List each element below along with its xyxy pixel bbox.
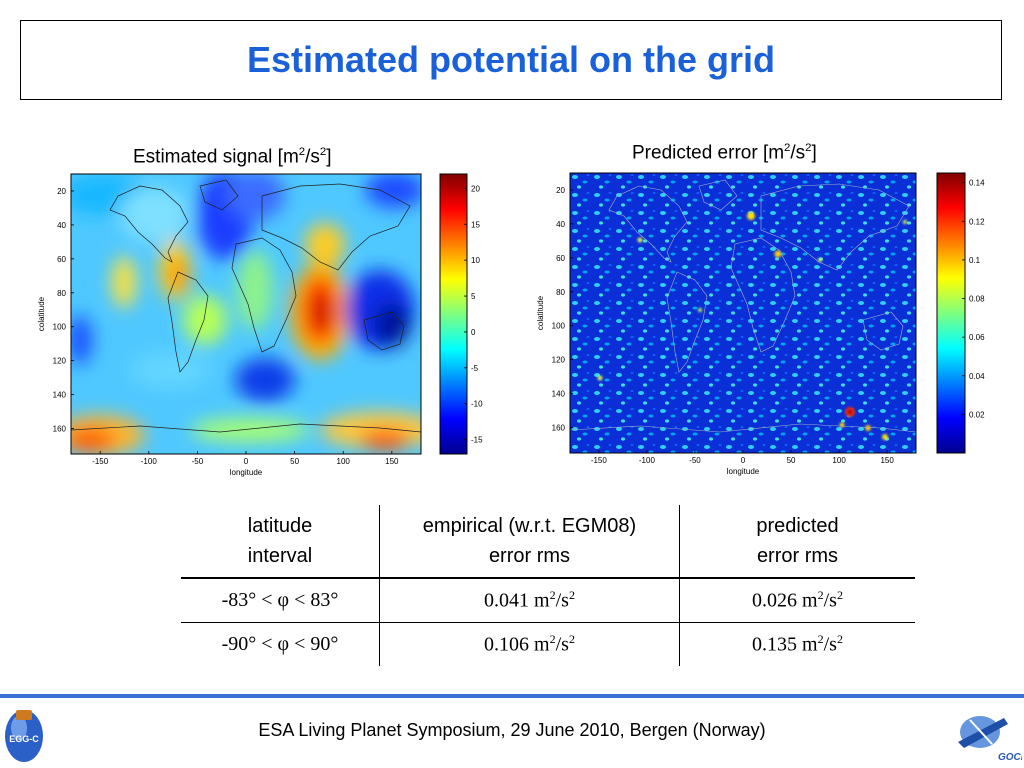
table-header-row: latitude interval empirical (w.r.t. EGM08… bbox=[181, 505, 915, 579]
x-tick-label: -100 bbox=[141, 457, 158, 466]
colorbar-tick-label: 0.02 bbox=[969, 410, 985, 419]
y-axis-label: colatitude bbox=[536, 295, 545, 330]
y-tick-label: 80 bbox=[556, 288, 565, 297]
colorbar-tick-label: -10 bbox=[471, 400, 483, 409]
y-tick-label: 100 bbox=[53, 323, 67, 332]
plot2-title: Predicted error [m2/s2] bbox=[632, 142, 817, 164]
colorbar-tick-label: 0.06 bbox=[969, 333, 985, 342]
x-tick-label: -50 bbox=[689, 456, 701, 465]
plot1-colorbar-ticks: 20 15 10 5 0 -5 -10 -15 bbox=[464, 184, 483, 445]
footer-divider bbox=[0, 694, 1024, 698]
table-row: -83° < φ < 83° 0.041 m2/s2 0.026 m2/s2 bbox=[181, 578, 915, 623]
colorbar-tick-label: 20 bbox=[471, 184, 480, 193]
y-tick-label: 160 bbox=[552, 424, 566, 433]
title-box: Estimated potential on the grid bbox=[20, 20, 1002, 100]
svg-text:GOCE: GOCE bbox=[998, 752, 1022, 763]
colorbar-tick-label: -15 bbox=[471, 436, 483, 445]
x-tick-label: 150 bbox=[385, 457, 399, 466]
plot2-colorbar-ticks: 0.14 0.12 0.1 0.08 0.06 0.04 0.02 bbox=[962, 179, 985, 419]
colorbar-tick-label: 0.1 bbox=[969, 256, 981, 265]
plot1-colorbar bbox=[439, 173, 468, 455]
x-axis-label: longitude bbox=[727, 467, 760, 476]
x-tick-label: 50 bbox=[787, 456, 796, 465]
plot1-coastlines bbox=[71, 179, 421, 433]
y-tick-label: 20 bbox=[556, 186, 565, 195]
plot1-title: Estimated signal [m2/s2] bbox=[133, 146, 332, 168]
y-tick-label: 120 bbox=[552, 356, 566, 365]
y-tick-label: 160 bbox=[53, 425, 67, 434]
x-tick-label: -100 bbox=[639, 456, 656, 465]
plot1-axes: -150 -100 -50 0 50 100 150 20 40 60 80 100 120 140 160… bbox=[37, 187, 399, 477]
x-tick-label: 0 bbox=[741, 456, 746, 465]
x-axis-label: longitude bbox=[230, 468, 263, 477]
colorbar-tick-label: 0 bbox=[471, 328, 476, 337]
x-tick-label: -50 bbox=[192, 457, 204, 466]
x-tick-label: 150 bbox=[880, 456, 894, 465]
cell-interval: -90° < φ < 90° bbox=[181, 622, 380, 666]
plot2-heatmap bbox=[570, 173, 916, 453]
y-tick-label: 140 bbox=[53, 391, 67, 400]
cell-interval: -83° < φ < 83° bbox=[181, 578, 380, 623]
error-table: latitude interval empirical (w.r.t. EGM08… bbox=[181, 505, 915, 666]
y-axis-label: colatitude bbox=[37, 296, 46, 331]
y-tick-label: 60 bbox=[556, 254, 565, 263]
colorbar-tick-label: 5 bbox=[471, 292, 476, 301]
header-predicted: predicted error rms bbox=[679, 505, 915, 579]
x-tick-label: -150 bbox=[92, 457, 109, 466]
colorbar-tick-label: 0.14 bbox=[969, 179, 985, 188]
y-tick-label: 120 bbox=[53, 357, 67, 366]
table-row: -90° < φ < 90° 0.106 m2/s2 0.135 m2/s2 bbox=[181, 622, 915, 666]
colorbar-tick-label: 0.04 bbox=[969, 372, 985, 381]
y-tick-label: 80 bbox=[57, 289, 66, 298]
cell-empirical: 0.106 m2/s2 bbox=[379, 622, 680, 666]
colorbar-tick-label: -5 bbox=[471, 364, 479, 373]
cell-predicted: 0.135 m2/s2 bbox=[752, 632, 843, 656]
footer-text: ESA Living Planet Symposium, 29 June 201… bbox=[258, 720, 766, 740]
header-empirical: empirical (w.r.t. EGM08) error rms bbox=[379, 505, 680, 579]
colorbar-tick-label: 0.12 bbox=[969, 217, 985, 226]
plot1-heatmap bbox=[71, 174, 421, 454]
colorbar-tick-label: 10 bbox=[471, 256, 480, 265]
svg-text:EGG-C: EGG-C bbox=[9, 734, 39, 744]
x-tick-label: -150 bbox=[591, 456, 608, 465]
x-tick-label: 100 bbox=[337, 457, 351, 466]
x-tick-label: 50 bbox=[290, 457, 299, 466]
egg-c-logo: EGG-C bbox=[5, 710, 43, 762]
y-tick-label: 60 bbox=[57, 255, 66, 264]
plot2-axes: -150 -100 -50 0 50 100 150 20 40 60 80 100 120 140 160… bbox=[536, 186, 894, 476]
y-tick-label: 40 bbox=[556, 220, 565, 229]
x-tick-label: 0 bbox=[244, 457, 249, 466]
y-tick-label: 140 bbox=[552, 390, 566, 399]
plot2-colorbar bbox=[936, 172, 966, 454]
x-tick-label: 100 bbox=[832, 456, 846, 465]
plot2-coastlines bbox=[570, 179, 916, 433]
cell-empirical: 0.041 m2/s2 bbox=[379, 578, 680, 623]
goce-logo: GOCE bbox=[958, 716, 1022, 763]
colorbar-tick-label: 0.08 bbox=[969, 295, 985, 304]
y-tick-label: 40 bbox=[57, 221, 66, 230]
y-tick-label: 100 bbox=[552, 322, 566, 331]
slide-title: Estimated potential on the grid bbox=[246, 39, 776, 80]
header-latitude-interval: latitude interval bbox=[181, 505, 380, 579]
y-tick-label: 20 bbox=[57, 187, 66, 196]
colorbar-tick-label: 15 bbox=[471, 220, 480, 229]
cell-predicted: 0.026 m2/s2 bbox=[679, 578, 915, 623]
